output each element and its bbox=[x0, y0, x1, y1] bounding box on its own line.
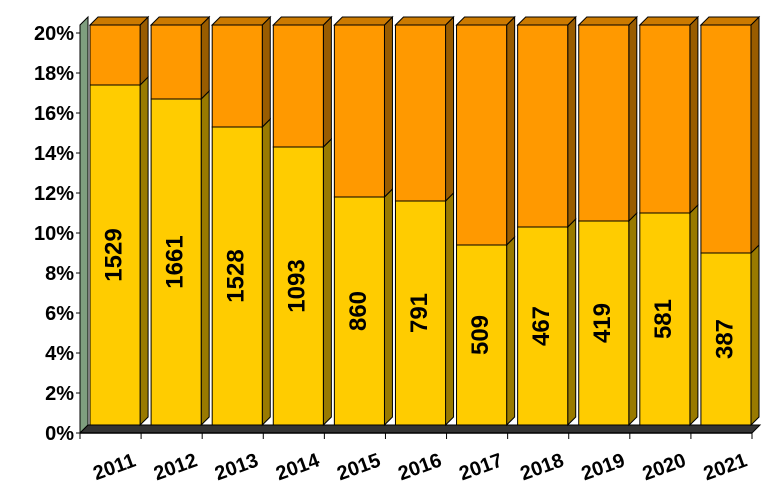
bar-segment bbox=[394, 200, 447, 426]
bar-top bbox=[699, 16, 761, 26]
x-tick-label: 2016 bbox=[395, 449, 444, 485]
bar-side bbox=[322, 15, 332, 149]
x-tick-label: 2017 bbox=[456, 449, 505, 485]
bar-side bbox=[506, 235, 516, 427]
data-label: 1093 bbox=[284, 259, 311, 312]
bar-top bbox=[333, 16, 394, 26]
bar-top bbox=[88, 16, 150, 26]
bar-side bbox=[628, 211, 638, 427]
y-tick-label: 16% bbox=[34, 103, 74, 125]
bar-side bbox=[139, 15, 149, 87]
bar-side bbox=[200, 89, 210, 427]
bar-segment bbox=[578, 220, 630, 426]
data-label: 860 bbox=[345, 291, 372, 331]
x-tick-label: 2011 bbox=[90, 450, 138, 486]
x-tick-label: 2013 bbox=[212, 449, 261, 485]
bar-top bbox=[638, 16, 700, 26]
bar-side bbox=[567, 217, 577, 427]
bar-segment bbox=[700, 24, 752, 254]
y-tick-label: 8% bbox=[45, 263, 74, 285]
bar-segment bbox=[211, 24, 263, 128]
bar-top bbox=[272, 16, 333, 26]
y-tick-label: 20% bbox=[34, 23, 74, 45]
data-label: 1528 bbox=[223, 249, 250, 302]
bar-side bbox=[506, 15, 516, 247]
bar-side bbox=[261, 15, 271, 129]
x-tick-label: 2014 bbox=[273, 449, 323, 485]
bar-side bbox=[750, 15, 760, 255]
data-label: 791 bbox=[406, 293, 433, 333]
bar-segment bbox=[639, 24, 691, 214]
y-tick-label: 4% bbox=[45, 343, 74, 365]
bar-segment bbox=[578, 24, 630, 222]
x-tick-label: 2015 bbox=[334, 449, 383, 485]
data-label: 1661 bbox=[161, 235, 188, 288]
data-label: 581 bbox=[650, 299, 677, 339]
bar-top bbox=[210, 16, 272, 26]
y-tick-label: 14% bbox=[34, 143, 74, 165]
bar-segment bbox=[517, 226, 569, 426]
y-tick-label: 6% bbox=[45, 303, 74, 325]
x-tick-label: 2018 bbox=[517, 449, 566, 485]
bar-side bbox=[750, 243, 760, 427]
bar-segment bbox=[333, 196, 385, 426]
bar-segment bbox=[333, 24, 385, 198]
bar-segment bbox=[517, 24, 569, 228]
bar-side bbox=[261, 117, 271, 427]
bar-top bbox=[149, 16, 211, 26]
bar-side bbox=[383, 15, 393, 199]
bar-segment bbox=[89, 84, 141, 426]
y-tick-label: 0% bbox=[45, 423, 74, 445]
bar-side bbox=[445, 15, 455, 203]
y-tick-label: 10% bbox=[34, 223, 74, 245]
bar-segment bbox=[272, 24, 324, 148]
bar-side bbox=[689, 203, 699, 427]
x-tick-label: 2021 bbox=[701, 449, 750, 485]
y-tick-label: 12% bbox=[34, 183, 74, 205]
data-label: 509 bbox=[467, 315, 494, 355]
bar-segment bbox=[394, 24, 447, 202]
bar-top bbox=[577, 16, 639, 26]
bar-top bbox=[394, 16, 455, 26]
data-label: 467 bbox=[528, 306, 555, 346]
x-tick-label: 2012 bbox=[151, 449, 200, 485]
bar-side bbox=[383, 187, 393, 427]
bar-top bbox=[516, 16, 577, 26]
bar-side bbox=[200, 15, 210, 101]
bar-side bbox=[445, 191, 455, 427]
bar-side bbox=[689, 15, 699, 215]
y-tick-label: 2% bbox=[45, 383, 74, 405]
x-tick-label: 2019 bbox=[579, 449, 628, 485]
bar-side bbox=[139, 75, 149, 427]
left-wall bbox=[79, 15, 89, 435]
floor bbox=[78, 424, 762, 434]
bar-side bbox=[322, 137, 332, 427]
data-label: 419 bbox=[589, 303, 616, 343]
bar-segment bbox=[456, 244, 508, 426]
bar-segment bbox=[89, 24, 141, 86]
bar-side bbox=[567, 15, 577, 229]
bar-segment bbox=[639, 212, 691, 426]
y-tick-label: 18% bbox=[34, 63, 74, 85]
data-label: 387 bbox=[711, 319, 738, 359]
bar-segment bbox=[150, 98, 202, 426]
bar-segment bbox=[150, 24, 202, 100]
bar-segment bbox=[456, 24, 508, 246]
x-tick-label: 2020 bbox=[640, 449, 689, 485]
data-label: 1529 bbox=[100, 228, 127, 281]
bar-side bbox=[628, 15, 638, 223]
bar-top bbox=[455, 16, 516, 26]
